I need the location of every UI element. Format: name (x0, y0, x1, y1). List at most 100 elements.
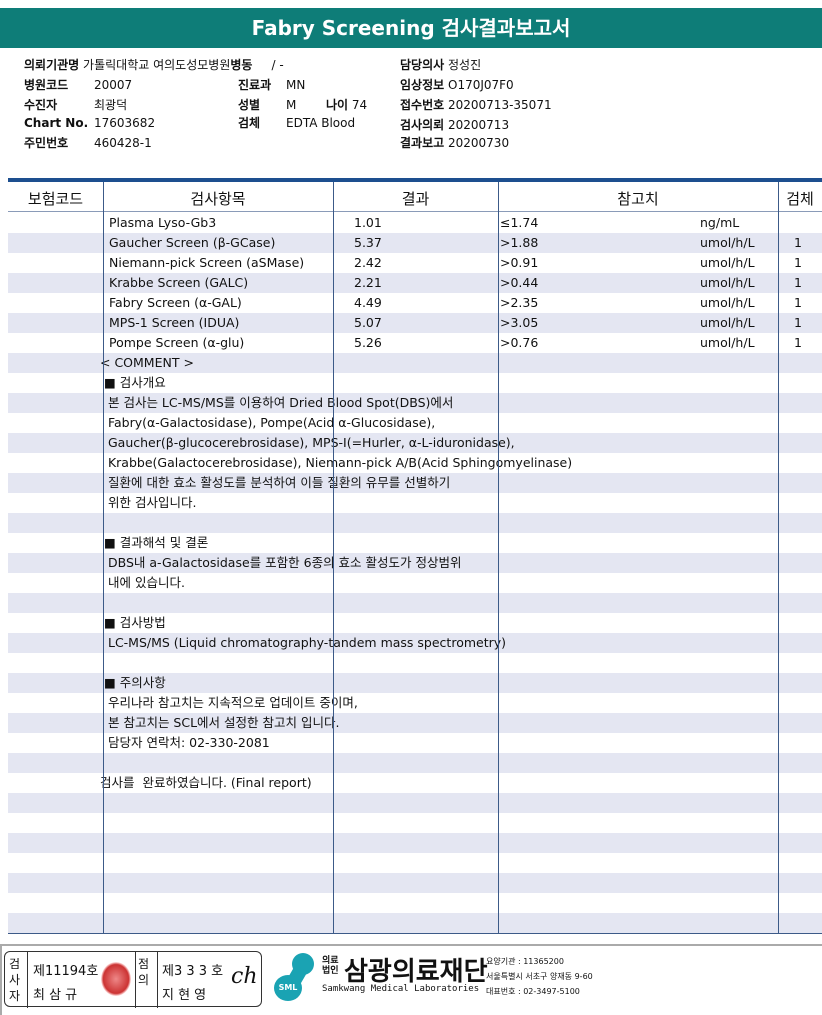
sex: M (286, 98, 297, 112)
report-date: 20200730 (448, 136, 510, 150)
table-row: ■ 검사방법 (8, 613, 822, 633)
reference-range: ≤1.74 (500, 215, 539, 230)
comment-line: 우리나라 참고치는 지속적으로 업데이트 중이며, (104, 695, 358, 710)
institution: 가톨릭대학교 여의도성모병원 (83, 58, 231, 72)
confirm-no: 제3 3 3 호 (162, 964, 224, 979)
org-en: Samkwang Medical Laboratories (322, 984, 480, 994)
tester-no: 제11194호 (33, 964, 99, 979)
comment-line: < COMMENT > (100, 355, 194, 370)
table-row: < COMMENT > (8, 353, 822, 373)
table-row: Gaucher Screen (β-GCase) 5.37 >1.88 umol… (8, 233, 822, 253)
footer (0, 944, 822, 1015)
resident-id: 460428-1 (94, 136, 152, 150)
result-value: 5.37 (354, 235, 382, 250)
table-row: 내에 있습니다. (8, 573, 822, 593)
label: 접수번호 (400, 98, 445, 112)
table-row: Niemann-pick Screen (aSMase) 2.42 >0.91 … (8, 253, 822, 273)
ward: / - (271, 58, 284, 72)
comment-line: Krabbe(Galactocerebrosidase), Niemann-pi… (104, 455, 573, 470)
unit: umol/h/L (700, 255, 755, 270)
confirm-name: 지 현 영 (162, 988, 207, 1003)
table-row (8, 513, 822, 533)
table-row: 질환에 대한 효소 활성도를 분석하여 이들 질환의 유무를 선별하기 (8, 473, 822, 493)
label: Chart No. (24, 116, 89, 130)
comment-line: 본 검사는 LC-MS/MS를 이용하여 Dried Blood Spot(DB… (104, 395, 454, 410)
table-row: ■ 결과해석 및 결론 (8, 533, 822, 553)
label: 의뢰기관명 (24, 58, 80, 72)
comment-line: ■ 주의사항 (104, 675, 166, 690)
test-name: MPS-1 Screen (IDUA) (109, 315, 240, 330)
specimen-count: 1 (794, 335, 802, 350)
comment-line: LC-MS/MS (Liquid chromatography-tandem m… (104, 635, 507, 650)
org-type: 의료법인 (322, 956, 339, 976)
table-row (8, 893, 822, 913)
table-row: MPS-1 Screen (IDUA) 5.07 >3.05 umol/h/L … (8, 313, 822, 333)
unit: umol/h/L (700, 315, 755, 330)
col-result: 결과 (401, 190, 430, 208)
table-row (8, 833, 822, 853)
table-row: 본 참고치는 SCL에서 설정한 참고치 입니다. (8, 713, 822, 733)
comment-line: ■ 검사개요 (104, 375, 166, 390)
patient: 최광덕 (94, 98, 128, 112)
divider (498, 182, 499, 934)
reference-range: >1.88 (500, 235, 539, 250)
col-test: 검사항목 (190, 190, 246, 208)
signature-box: 검사자 제11194호 최 삼 규 점의 제3 3 3 호 지 현 영 ch (4, 951, 262, 1008)
result-table: Plasma Lyso-Gb3 1.01 ≤1.74 ng/mL Gaucher… (8, 213, 822, 933)
table-row (8, 873, 822, 893)
age: 74 (351, 98, 368, 112)
table-row (8, 813, 822, 833)
comment-line: 위한 검사입니다. (104, 495, 197, 510)
unit: umol/h/L (700, 235, 755, 250)
chart-no: 17603682 (94, 116, 156, 130)
specimen: EDTA Blood (286, 116, 356, 130)
comment-line: 내에 있습니다. (104, 575, 185, 590)
doctor: 정성진 (448, 58, 482, 72)
table-row (8, 753, 822, 773)
signature-icon: ch (231, 964, 258, 989)
table-row: 우리나라 참고치는 지속적으로 업데이트 중이며, (8, 693, 822, 713)
table-row (8, 853, 822, 873)
test-name: Krabbe Screen (GALC) (109, 275, 249, 290)
table-row: 담당자 연락처: 02-330-2081 (8, 733, 822, 753)
table-row: LC-MS/MS (Liquid chromatography-tandem m… (8, 633, 822, 653)
receipt: 20200713-35071 (448, 98, 552, 112)
table-row: Pompe Screen (α-glu) 5.26 >0.76 umol/h/L… (8, 333, 822, 353)
table-row: Fabry(α-Galactosidase), Pompe(Acid α-Glu… (8, 413, 822, 433)
reference-range: >0.44 (500, 275, 539, 290)
result-value: 5.07 (354, 315, 382, 330)
comment-line: 담당자 연락처: 02-330-2081 (104, 735, 270, 750)
col-insurance: 보험코드 (27, 190, 84, 208)
reference-range: >3.05 (500, 315, 539, 330)
result-value: 5.26 (354, 335, 382, 350)
comment-line: ■ 결과해석 및 결론 (104, 535, 209, 550)
table-header: 보험코드 검사항목 결과 참고치 검체 (8, 182, 822, 212)
comment-line: 검사를 완료하였습니다. (Final report) (100, 775, 312, 790)
sml-logo-icon: SML (272, 953, 318, 1003)
test-name: Gaucher Screen (β-GCase) (109, 235, 276, 250)
comment-line: Gaucher(β-glucocerebrosidase), MPS-I(=Hu… (104, 435, 515, 450)
result-value: 2.42 (354, 255, 382, 270)
table-row (8, 653, 822, 673)
label: 수진자 (24, 98, 58, 112)
label: 주민번호 (24, 136, 69, 150)
test-name: Plasma Lyso-Gb3 (109, 215, 217, 230)
hospital-code: 20007 (94, 78, 133, 92)
reference-range: >0.76 (500, 335, 539, 350)
table-row: Gaucher(β-glucocerebrosidase), MPS-I(=Hu… (8, 433, 822, 453)
test-name: Pompe Screen (α-glu) (109, 335, 245, 350)
request-date: 20200713 (448, 118, 510, 132)
label: 담당의사 (400, 58, 445, 72)
result-value: 1.01 (354, 215, 382, 230)
comment-line: 본 참고치는 SCL에서 설정한 참고치 입니다. (104, 715, 340, 730)
col-specimen: 검체 (786, 190, 814, 208)
org-phone: 대표번호 : 02-3497-5100 (486, 987, 580, 996)
label: 검체 (238, 116, 261, 130)
specimen-count: 1 (794, 275, 802, 290)
confirm-label: 점의 (138, 957, 150, 987)
table-row: DBS내 a-Galactosidase를 포함한 6종의 효소 활성도가 정상… (8, 553, 822, 573)
divider (8, 178, 822, 182)
comment-line: DBS내 a-Galactosidase를 포함한 6종의 효소 활성도가 정상… (104, 555, 462, 570)
specimen-count: 1 (794, 295, 802, 310)
reference-range: >0.91 (500, 255, 539, 270)
